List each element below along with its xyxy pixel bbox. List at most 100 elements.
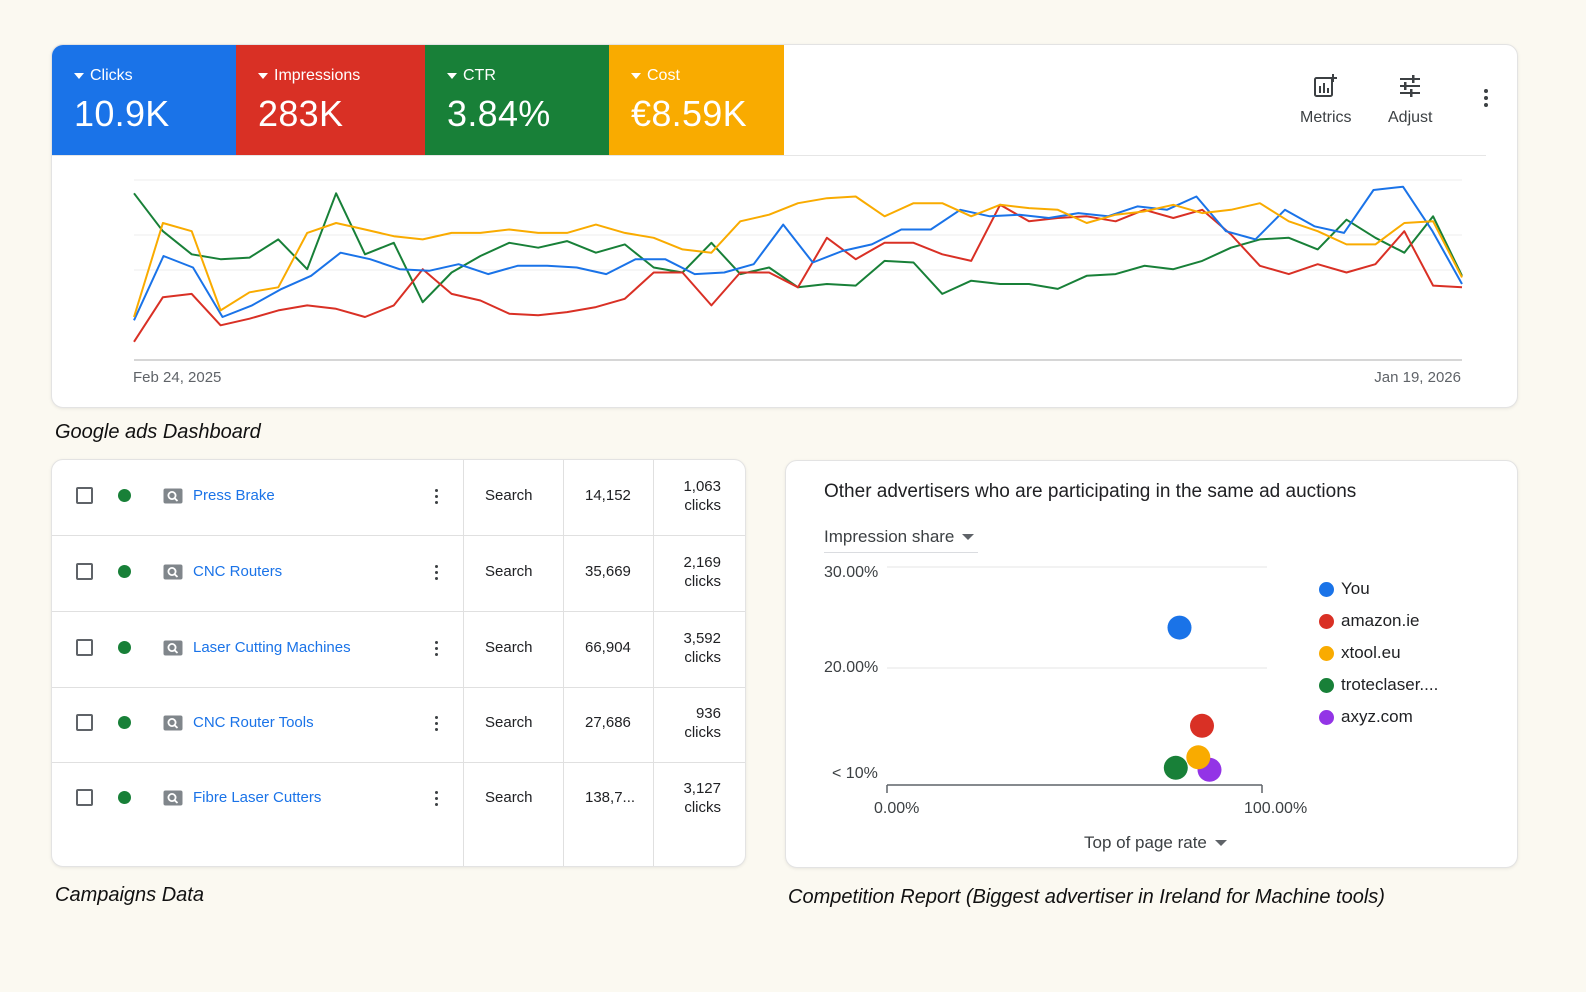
performance-line-chart [133,179,1463,361]
legend: You amazon.ie xtool.eu troteclaser.... a… [1319,573,1438,733]
series-line-clicks [133,185,1463,321]
legend-item-xtool[interactable]: xtool.eu [1319,637,1438,669]
table-row[interactable]: Laser Cutting Machines Search 66,904 3,592 c… [52,612,745,688]
campaign-clicks: 3,592 clicks [683,629,721,667]
search-campaign-icon [163,488,183,504]
campaign-clicks: 2,169 clicks [683,553,721,591]
metrics-button[interactable]: Metrics [1300,73,1352,127]
row-more-options-icon[interactable] [435,716,438,731]
metric-tile-clicks[interactable]: Clicks 10.9K [52,45,236,155]
caret-down-icon [447,73,457,79]
campaign-name-link[interactable]: CNC Router Tools [193,714,314,731]
y-metric-dropdown-label: Impression share [824,527,955,546]
campaign-name-link[interactable]: Laser Cutting Machines [193,639,351,656]
legend-swatch [1319,677,1334,693]
series-line-cost [133,195,1463,318]
search-campaign-icon [163,564,183,580]
legend-swatch [1319,709,1334,725]
adjust-button[interactable]: Adjust [1388,73,1432,127]
metric-tile-cost[interactable]: Cost €8.59K [609,45,784,155]
metric-tiles: Clicks 10.9K Impressions 283K CTR 3.84% … [52,45,784,155]
row-checkbox[interactable] [76,639,93,656]
x-axis-start-date: Feb 24, 2025 [133,369,222,386]
campaign-type: Search [485,563,533,580]
x-metric-dropdown[interactable]: Top of page rate [1084,833,1227,853]
caret-down-icon [962,534,975,540]
campaign-clicks: 936 clicks [684,704,721,742]
status-enabled-dot [118,641,131,654]
legend-item-axyz[interactable]: axyz.com [1319,701,1438,733]
campaign-name-link[interactable]: Press Brake [193,487,275,504]
y-tick-20: 20.00% [824,659,879,676]
dashboard-caption: Google ads Dashboard [55,421,261,443]
clicks-unit: clicks [684,497,721,514]
scatter-point-troteclaser[interactable] [1163,755,1188,780]
row-checkbox[interactable] [76,487,93,504]
x-tick-0: 0.00% [874,800,920,817]
campaign-type: Search [485,487,533,504]
competition-caption: Competition Report (Biggest advertiser i… [788,886,1385,908]
clicks-number: 3,127 [683,780,721,797]
caret-down-icon [74,73,84,79]
column-divider [653,460,654,866]
y-metric-dropdown[interactable]: Impression share [824,527,979,553]
campaign-clicks: 3,127 clicks [683,779,721,817]
row-checkbox[interactable] [76,714,93,731]
clicks-unit: clicks [684,649,721,666]
metric-label: Clicks [90,67,133,84]
x-tick-100: 100.00% [1244,800,1308,817]
campaign-type: Search [485,714,533,731]
campaigns-table: Press Brake Search 14,152 1,063 clicks CNC Ro… [51,459,746,867]
table-row[interactable]: Press Brake Search 14,152 1,063 clicks [52,460,745,536]
metric-label: CTR [463,67,496,84]
x-metric-dropdown-label: Top of page rate [1084,833,1207,852]
metric-label: Cost [647,67,680,84]
caret-down-icon [1214,840,1227,846]
legend-item-trotec[interactable]: troteclaser.... [1319,669,1438,701]
campaign-impressions: 27,686 [585,714,631,731]
auction-scatter-chart [886,566,1267,793]
status-enabled-dot [118,565,131,578]
performance-overview-card: Clicks 10.9K Impressions 283K CTR 3.84% … [51,44,1518,408]
clicks-unit: clicks [684,724,721,741]
campaign-impressions: 35,669 [585,563,631,580]
table-row[interactable]: CNC Router Tools Search 27,686 936 clicks [52,687,745,763]
scatter-point-xtooleu[interactable] [1186,745,1211,770]
clicks-unit: clicks [684,573,721,590]
campaign-name-link[interactable]: Fibre Laser Cutters [193,789,322,806]
clicks-number: 936 [695,705,721,722]
tune-icon [1400,75,1421,97]
competition-report-card: Other advertisers who are participating … [785,460,1518,868]
clicks-unit: clicks [684,799,721,816]
adjust-button-label: Adjust [1388,109,1433,126]
status-enabled-dot [118,791,131,804]
clicks-number: 3,592 [683,630,721,647]
legend-label: amazon.ie [1341,611,1420,630]
campaign-name-link[interactable]: CNC Routers [193,563,283,580]
metric-tile-impressions[interactable]: Impressions 283K [236,45,425,155]
scatter-point-amazonie[interactable] [1190,713,1214,738]
chart-add-icon [1313,74,1337,97]
column-divider [463,460,464,866]
table-row[interactable]: Fibre Laser Cutters Search 138,7... 3,127 cl… [52,762,745,838]
campaign-impressions: 14,152 [585,487,631,504]
legend-label: axyz.com [1341,707,1413,726]
metrics-button-label: Metrics [1300,109,1352,126]
scatter-point-you[interactable] [1167,615,1192,640]
comp-title: Other advertisers who are participating … [824,481,1357,502]
campaign-impressions: 138,7... [585,789,636,806]
campaign-type: Search [485,789,533,806]
legend-item-you[interactable]: You [1319,573,1438,605]
row-more-options-icon[interactable] [435,641,438,656]
more-options-icon[interactable] [1484,89,1488,107]
row-checkbox[interactable] [76,789,93,806]
metric-tile-ctr[interactable]: CTR 3.84% [425,45,609,155]
caret-down-icon [258,73,268,79]
row-more-options-icon[interactable] [435,791,438,806]
row-more-options-icon[interactable] [435,565,438,580]
table-row[interactable]: CNC Routers Search 35,669 2,169 clicks [52,536,745,612]
legend-item-amazon[interactable]: amazon.ie [1319,605,1438,637]
campaigns-caption: Campaigns Data [55,884,204,906]
row-more-options-icon[interactable] [435,489,438,504]
row-checkbox[interactable] [76,563,93,580]
